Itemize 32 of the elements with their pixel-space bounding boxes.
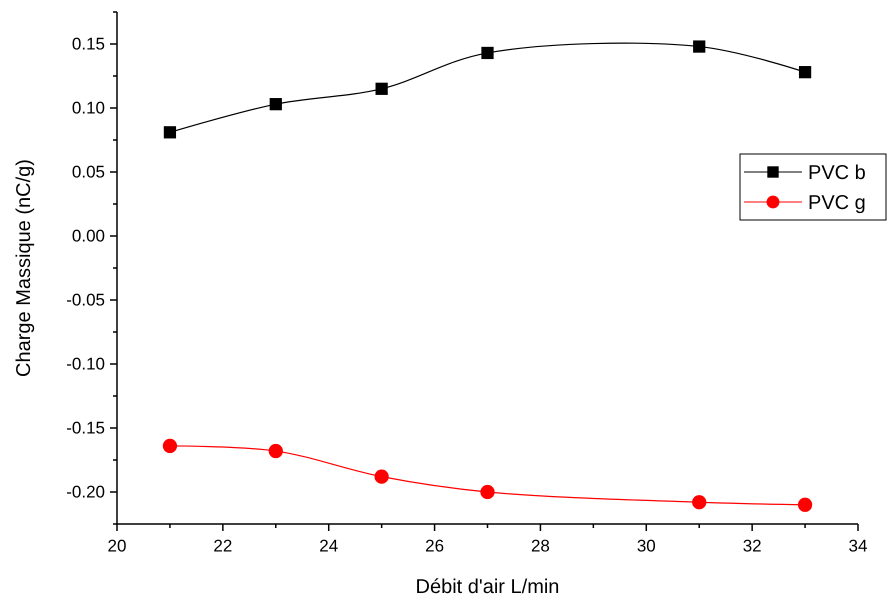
x-tick-label: 24 [319,536,338,556]
y-axis-title: Charge Massique (nC/g) [13,159,35,377]
y-tick-label: 0.05 [72,162,105,182]
y-tick-label: 0.00 [72,226,105,246]
y-tick-label: 0.15 [72,34,105,54]
legend-label: PVC g [808,192,866,214]
point [376,82,388,95]
point [693,40,706,53]
x-tick-label: 32 [742,536,762,556]
legend-label: PVC b [808,162,866,184]
point [374,470,389,484]
point [164,126,176,138]
x-tick-label: 20 [108,536,126,556]
y-tick-label: 0.10 [72,98,105,118]
x-tick-label: 30 [636,536,656,556]
point [798,498,812,512]
x-tick-label: 34 [848,536,868,556]
point [692,495,706,510]
y-tick-label: -0.20 [66,482,105,502]
x-tick-label: 26 [425,536,444,556]
x-axis-title: Débit d'air L/min [416,576,560,598]
point [162,438,178,454]
y-tick-label: -0.05 [66,290,105,310]
point [798,66,812,78]
x-tick-label: 22 [213,536,232,556]
point [481,46,494,60]
y-tick-label: -0.15 [66,418,105,438]
point [268,444,283,458]
point [480,484,495,500]
y-tick-label: -0.10 [66,354,105,374]
point [270,98,282,110]
x-tick-label: 28 [530,536,550,556]
